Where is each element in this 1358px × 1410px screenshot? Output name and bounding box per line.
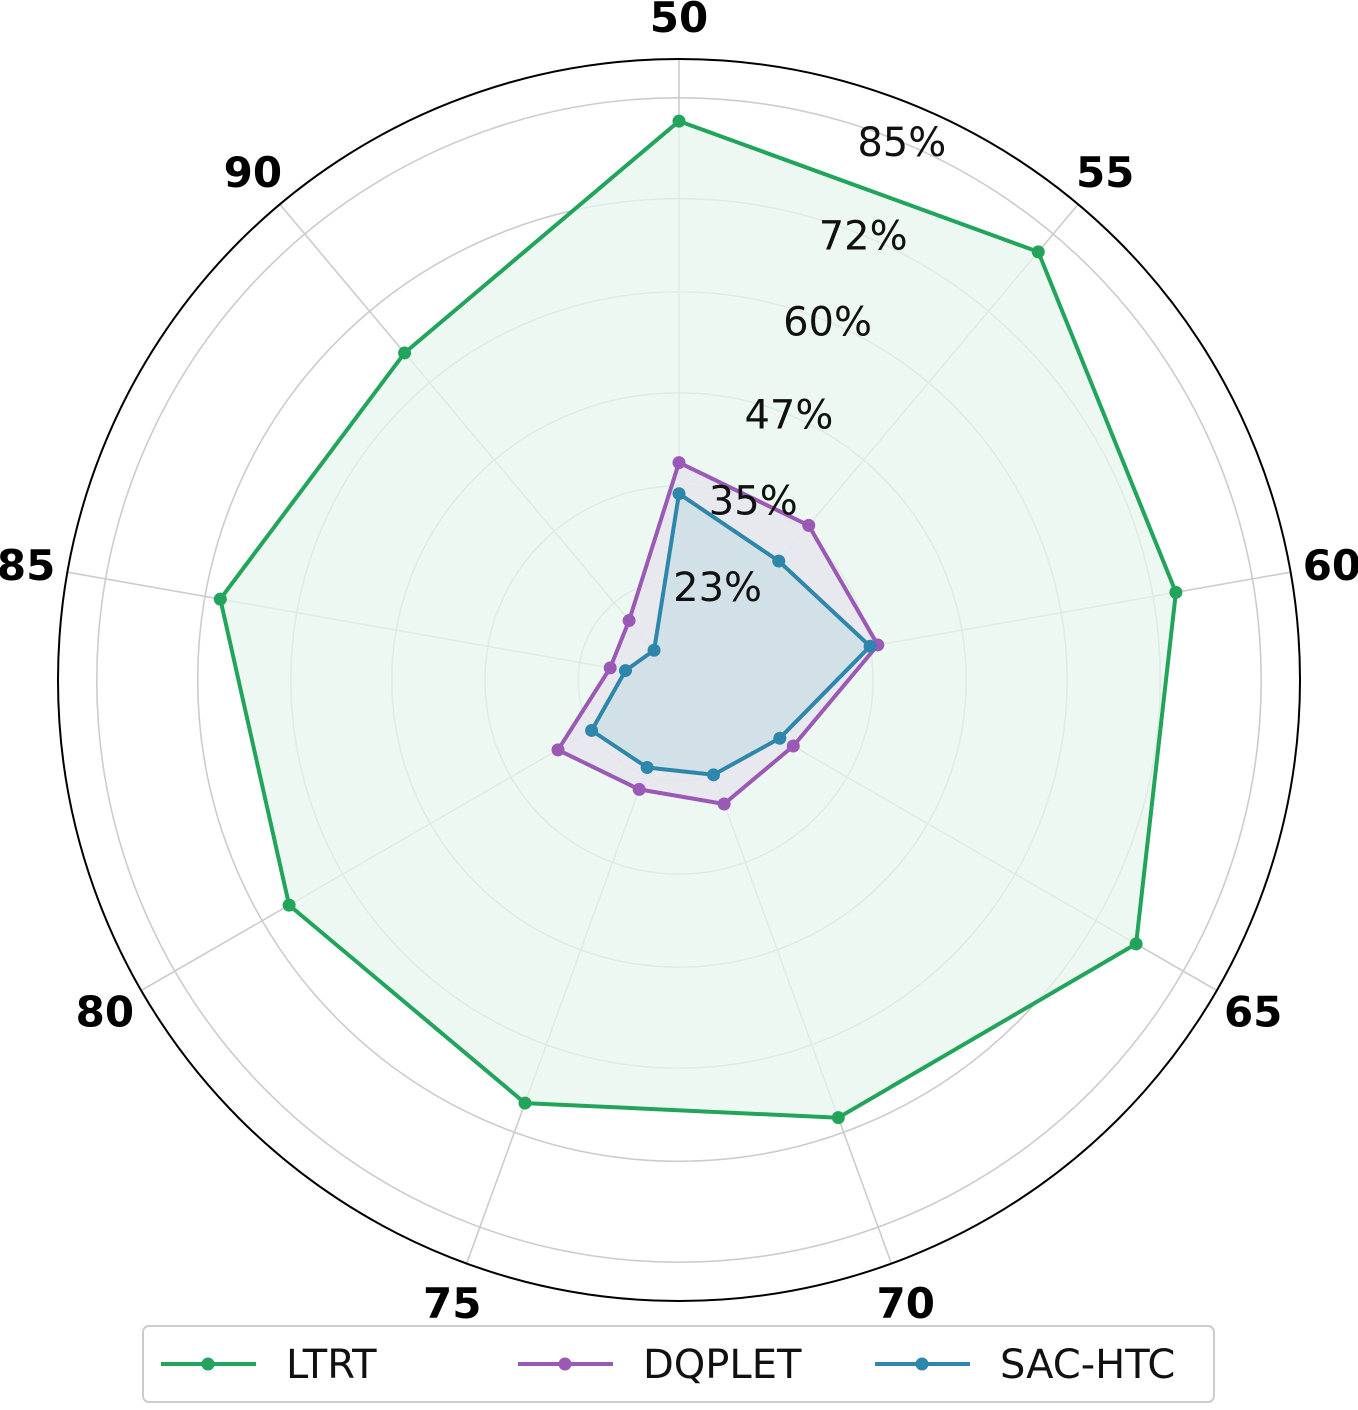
grid-ring-85 <box>96 97 1262 1263</box>
category-label-50: 50 <box>650 0 708 42</box>
category-label-55: 55 <box>1076 148 1134 197</box>
series-layer <box>213 114 1183 1125</box>
category-label-70: 70 <box>877 1279 935 1328</box>
point-dqplet-90 <box>622 614 636 628</box>
series-line-sac-htc <box>589 491 873 777</box>
outer-frame <box>57 58 1301 1302</box>
point-sac-htc-80 <box>585 723 599 737</box>
radial-tick-label: 72% <box>819 213 908 259</box>
category-label-85: 85 <box>0 541 55 590</box>
legend-label-ltrt: LTRT <box>286 1342 377 1388</box>
point-sac-htc-65 <box>773 731 787 745</box>
point-ltrt-60 <box>1169 585 1183 599</box>
radial-tick-label: 47% <box>744 393 833 439</box>
point-sac-htc-70 <box>707 768 721 782</box>
point-ltrt-70 <box>831 1111 845 1125</box>
category-label-90: 90 <box>224 148 282 197</box>
radial-tick-label: 23% <box>673 565 762 611</box>
series-fill-sac-htc <box>591 493 871 775</box>
point-dqplet-75 <box>632 782 646 796</box>
point-ltrt-55 <box>1031 245 1045 259</box>
point-sac-htc-85 <box>618 664 632 678</box>
legend-marker-dqplet <box>558 1357 572 1371</box>
point-ltrt-75 <box>518 1096 532 1110</box>
point-dqplet-65 <box>786 739 800 753</box>
point-ltrt-80 <box>282 898 296 912</box>
legend-label-sac-htc: SAC-HTC <box>1000 1342 1175 1388</box>
series-line-ltrt <box>218 119 1178 1120</box>
category-label-65: 65 <box>1224 988 1282 1037</box>
point-ltrt-50 <box>672 114 686 128</box>
point-dqplet-70 <box>717 797 731 811</box>
legend: LTRT DQPLET SAC-HTC <box>142 1325 1215 1403</box>
category-label-75: 75 <box>423 1279 481 1328</box>
series-line-dqplet <box>556 460 880 806</box>
category-label-60: 60 <box>1303 541 1358 590</box>
point-sac-htc-55 <box>772 554 786 568</box>
label-layer: 23% 35% 47% 60% 72% 85% 50 55 60 65 70 75 80 85 90 <box>0 0 1358 1328</box>
radial-tick-label: 60% <box>783 299 872 345</box>
category-label-80: 80 <box>76 988 134 1037</box>
legend-box <box>142 1325 1215 1403</box>
point-sac-htc-90 <box>647 643 661 657</box>
radial-tick-label: 85% <box>857 120 946 166</box>
point-ltrt-65 <box>1129 937 1143 951</box>
legend-label-dqplet: DQPLET <box>643 1342 802 1388</box>
point-sac-htc-60 <box>863 639 877 653</box>
point-dqplet-50 <box>672 456 686 470</box>
point-dqplet-55 <box>802 518 816 532</box>
point-dqplet-85 <box>603 661 617 675</box>
point-ltrt-85 <box>213 592 227 606</box>
legend-marker-ltrt <box>201 1357 215 1371</box>
legend-marker-sac-htc <box>915 1357 929 1371</box>
point-sac-htc-75 <box>640 761 654 775</box>
point-ltrt-90 <box>398 346 412 360</box>
point-sac-htc-50 <box>672 487 686 501</box>
point-dqplet-80 <box>551 743 565 757</box>
radial-tick-label: 35% <box>709 479 798 525</box>
